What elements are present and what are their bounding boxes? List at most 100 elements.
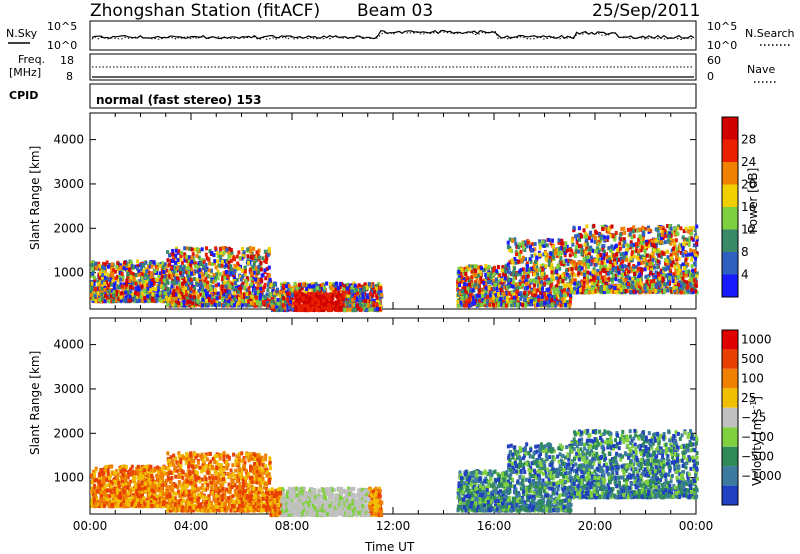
range-cell: [505, 295, 509, 300]
range-cell: [635, 265, 639, 270]
range-cell: [232, 288, 236, 293]
range-cell: [165, 279, 169, 284]
range-cell: [520, 280, 524, 285]
range-cell: [263, 259, 267, 263]
range-cell: [674, 269, 678, 273]
range-cell: [639, 283, 643, 288]
range-cell: [566, 288, 570, 293]
range-cell: [632, 234, 636, 239]
range-cell: [342, 287, 346, 292]
range-cell: [140, 262, 144, 267]
range-cell: [637, 252, 641, 257]
range-cell: [204, 262, 208, 267]
range-cell: [457, 266, 461, 271]
range-cell: [539, 302, 543, 307]
range-cell: [266, 252, 270, 257]
range-cell: [545, 274, 549, 279]
range-cell: [518, 255, 522, 260]
range-cell: [650, 252, 654, 257]
range-cell: [244, 303, 248, 308]
range-cell: [511, 260, 515, 265]
range-cell: [278, 294, 282, 299]
range-cell: [547, 238, 551, 242]
range-cell: [518, 252, 521, 257]
range-cell: [144, 260, 148, 265]
range-cell: [550, 266, 554, 271]
range-cell: [477, 294, 481, 299]
range-cell: [195, 281, 198, 286]
range-cell: [316, 299, 320, 303]
range-cell: [170, 265, 174, 270]
range-cell: [495, 269, 498, 274]
range-cell: [109, 270, 113, 275]
range-cell: [497, 302, 501, 307]
range-cell: [216, 276, 220, 281]
range-cell: [173, 276, 177, 281]
range-cell: [541, 301, 545, 306]
range-cell: [492, 302, 495, 307]
range-cell: [487, 264, 491, 269]
range-cell: [642, 247, 646, 252]
range-cell: [379, 288, 383, 293]
range-cell: [471, 288, 475, 293]
range-cell: [217, 254, 221, 258]
range-cell: [228, 293, 232, 298]
range-cell: [466, 286, 470, 291]
range-cell: [140, 276, 144, 280]
range-cell: [555, 276, 559, 281]
range-cell: [510, 295, 514, 300]
range-cell: [142, 263, 146, 268]
range-cell: [129, 270, 133, 275]
range-cell: [661, 289, 665, 294]
range-cell: [162, 270, 166, 274]
range-cell: [148, 296, 152, 301]
range-cell: [297, 299, 301, 304]
range-cell: [224, 263, 228, 268]
range-cell: [514, 298, 517, 303]
range-cell: [458, 291, 462, 295]
range-cell: [209, 283, 212, 288]
range-cell: [368, 307, 372, 312]
range-cell: [256, 287, 260, 291]
range-cell: [485, 273, 488, 278]
range-cell: [530, 297, 534, 302]
range-cell: [169, 302, 173, 307]
range-cell: [96, 266, 99, 271]
range-cell: [464, 290, 468, 295]
noise-strip-frame: [89, 20, 697, 51]
range-cell: [245, 299, 248, 304]
range-cell: [93, 293, 97, 298]
range-cell: [513, 257, 517, 261]
range-cell: [164, 285, 168, 290]
range-cell: [607, 287, 611, 292]
range-cell: [356, 303, 360, 308]
range-cell: [124, 298, 128, 303]
range-cell: [210, 295, 213, 300]
range-cell: [173, 281, 177, 285]
range-cell: [247, 299, 251, 304]
range-cell: [160, 274, 164, 279]
range-cell: [105, 276, 109, 281]
range-cell: [331, 293, 335, 298]
noise-sky-trace: [91, 29, 695, 40]
range-cell: [509, 278, 513, 282]
range-cell: [524, 275, 528, 280]
range-cell: [625, 258, 628, 262]
range-cell: [189, 294, 193, 299]
range-cell: [177, 301, 181, 305]
range-cell: [106, 296, 109, 301]
range-cell: [599, 239, 603, 244]
range-cell: [94, 299, 98, 303]
range-cell: [578, 290, 582, 295]
range-cell: [146, 277, 150, 282]
range-cell: [601, 278, 605, 283]
range-cell: [254, 258, 258, 263]
range-cell: [521, 302, 525, 307]
range-cell: [377, 300, 381, 305]
range-cell: [549, 241, 553, 246]
range-cell: [325, 299, 329, 304]
range-cell: [216, 291, 220, 296]
range-cell: [127, 290, 131, 295]
range-cell: [368, 291, 372, 296]
range-cell: [138, 279, 142, 283]
